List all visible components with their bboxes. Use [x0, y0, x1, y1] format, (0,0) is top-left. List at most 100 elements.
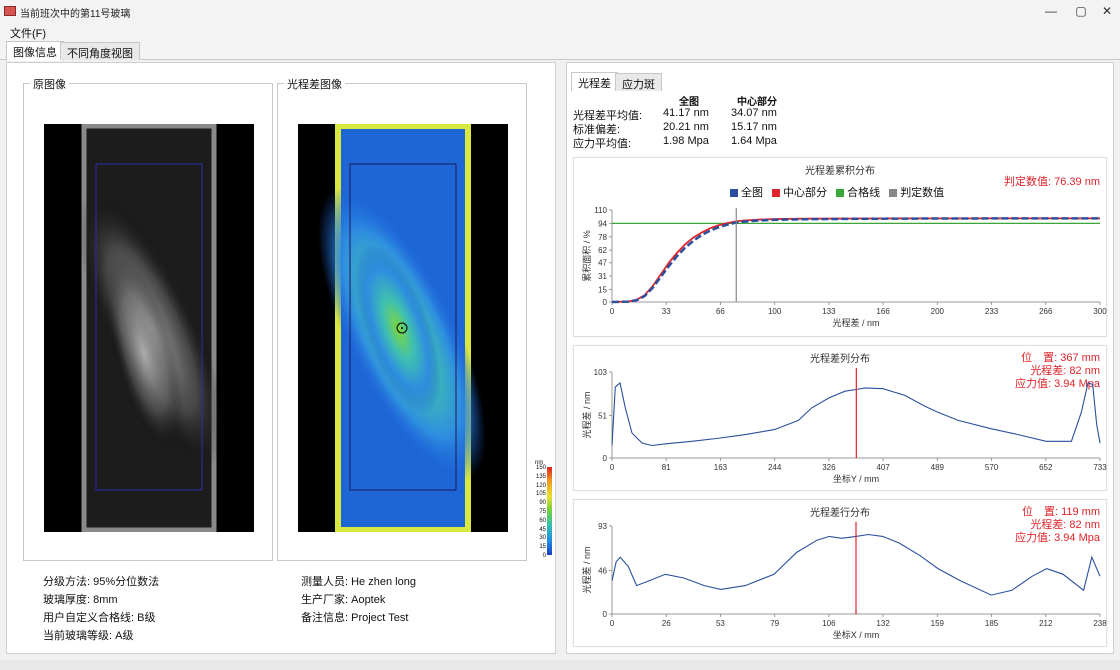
colorbar-gradient [547, 467, 552, 555]
restore-button[interactable]: ▢ [1075, 4, 1087, 18]
legend-all: 全图 [741, 187, 763, 199]
opd-image-label: 光程差图像 [284, 76, 345, 92]
legend-judge-swatch [889, 189, 898, 197]
y-tick-label: 103 [594, 368, 608, 377]
x-tick-label: 0 [610, 307, 615, 316]
y-tick-label: 78 [598, 233, 607, 242]
x-tick-label: 212 [1039, 619, 1053, 628]
cumulative-title: 光程差累积分布 [805, 166, 875, 177]
colorbar: nm 150 135 120 105 90 75 60 45 30 15 0 [533, 460, 553, 563]
original-image-graphic [76, 124, 228, 532]
colorbar-tick: 135 [535, 473, 546, 480]
y-tick-label: 110 [594, 206, 607, 215]
stats-label-mean: 光程差平均值: [573, 110, 643, 122]
stats-table: 全图 中心部分 光程差平均值: 41.17 nm 34.07 nm 标准偏差: … [573, 93, 833, 151]
x-tick-label: 66 [716, 307, 725, 316]
stats-header-center: 中心部分 [737, 97, 777, 108]
x-tick-label: 163 [714, 463, 728, 472]
row-note-position: 位 置: 119 mm [1021, 506, 1100, 518]
x-tick-label: 166 [876, 307, 890, 316]
stats-stress-all: 1.98 Mpa [663, 135, 709, 147]
opd-image-graphic [317, 124, 487, 532]
colorbar-tick: 120 [535, 482, 546, 489]
opd-image [298, 124, 508, 532]
minimize-button[interactable]: — [1045, 4, 1057, 18]
app-logo-icon [4, 6, 16, 16]
column-plot: 0 81 163 244 326 407 489 570 652 733 0 51 103 坐标Y / m… [581, 368, 1107, 484]
x-axis-label: 光程差 / nm [832, 317, 879, 328]
x-tick-label: 570 [985, 463, 999, 472]
y-tick-label: 15 [598, 285, 607, 294]
series-center-line [611, 217, 1100, 303]
x-tick-label: 489 [931, 463, 945, 472]
stats-label-stress: 应力平均值: [573, 138, 632, 150]
stats-header-all: 全图 [679, 97, 699, 108]
tab-image-info[interactable]: 图像信息 [6, 41, 64, 61]
title-bar: 当前班次中的第11号玻璃 — ▢ ✕ [0, 0, 1120, 22]
stats-std-all: 20.21 nm [663, 121, 709, 133]
x-tick-label: 185 [985, 619, 999, 628]
colorbar-tick: 30 [539, 535, 546, 542]
y-tick-label: 51 [598, 411, 607, 420]
main-tab-bar: 图像信息 不同角度视图 [0, 40, 1120, 61]
x-tick-label: 79 [770, 619, 779, 628]
image-panel: 原图像 光程差图像 [6, 62, 556, 654]
stats-label-std: 标准偏差: [573, 124, 621, 136]
colorbar-tick: 105 [535, 491, 546, 498]
x-tick-label: 81 [662, 463, 671, 472]
info-thickness: 玻璃厚度: 8mm [43, 594, 118, 606]
tab-opd[interactable]: 光程差 [571, 72, 618, 91]
colorbar-tick: 90 [539, 500, 546, 507]
x-tick-label: 100 [768, 307, 782, 316]
x-tick-label: 0 [610, 619, 615, 628]
stats-stress-center: 1.64 Mpa [731, 135, 777, 147]
legend-pass-swatch [836, 189, 845, 197]
legend-center: 中心部分 [783, 187, 828, 199]
x-tick-label: 106 [822, 619, 836, 628]
stats-mean-all: 41.17 nm [663, 107, 709, 119]
x-tick-label: 733 [1093, 463, 1107, 472]
row-distribution-chart: 光程差行分布 位 置: 119 mm 光程差: 82 nm 应力值: 3.94 … [573, 499, 1107, 647]
row-plot: 0 26 53 79 106 132 159 185 212 238 0 46 93 坐标X / mm 光程… [581, 522, 1107, 640]
x-tick-label: 159 [931, 619, 945, 628]
y-tick-label: 0 [603, 454, 608, 463]
grading-info: 分级方法: 95%分位数法 玻璃厚度: 8mm 用户自定义合格线: B级 当前玻… [43, 573, 159, 645]
column-distribution-chart: 光程差列分布 位 置: 367 mm 光程差: 82 nm 应力值: 3.94 … [573, 345, 1107, 491]
info-grade: 当前玻璃等级: A级 [43, 630, 134, 642]
menu-file[interactable]: 文件(F) [10, 28, 47, 40]
x-axis-label: 坐标Y / mm [833, 473, 879, 484]
analysis-panel: 光程差 应力斑 全图 中心部分 光程差平均值: 41.17 nm 34.07 n… [566, 62, 1114, 654]
close-button[interactable]: ✕ [1101, 4, 1113, 18]
colorbar-tick: 60 [539, 517, 546, 524]
column-note-position: 位 置: 367 mm [1021, 352, 1100, 364]
x-tick-label: 26 [662, 619, 671, 628]
x-tick-label: 238 [1093, 619, 1107, 628]
original-image-group: 原图像 [23, 76, 273, 561]
x-tick-label: 200 [931, 307, 945, 316]
x-tick-label: 407 [876, 463, 890, 472]
x-tick-label: 300 [1093, 307, 1107, 316]
tab-stress-spot[interactable]: 应力斑 [615, 73, 662, 91]
colorbar-unit: nm [535, 460, 544, 466]
opd-image-group: 光程差图像 [277, 76, 527, 561]
cumulative-plot: 0 33 66 100 133 166 200 233 266 300 0 15 31 47 62 78 94 1… [581, 206, 1107, 328]
colorbar-tick: 15 [539, 544, 546, 551]
original-image [44, 124, 254, 532]
info-pass-line: 用户自定义合格线: B级 [43, 612, 156, 624]
status-bar [0, 660, 1120, 670]
row-cursor-note: 位 置: 119 mm 光程差: 82 nm 应力值: 3.94 Mpa [1015, 506, 1100, 545]
colorbar-tick: 45 [539, 526, 546, 533]
y-axis-label: 光程差 / nm [581, 391, 592, 438]
column-profile-line [611, 381, 1101, 447]
cumulative-chart: 光程差累积分布 判定数值: 76.39 nm 全图 中心部分 合格线 判定数值 … [573, 157, 1107, 337]
info-operator: 测量人员: He zhen long [301, 576, 416, 588]
cumulative-legend: 全图 中心部分 合格线 判定数值 [724, 184, 944, 200]
y-tick-label: 0 [603, 610, 608, 619]
row-profile-line [611, 533, 1101, 596]
judge-value-note: 判定数值: 76.39 nm [1004, 176, 1100, 188]
tab-angle-views[interactable]: 不同角度视图 [60, 42, 140, 60]
y-axis-label: 光程差 / nm [581, 546, 592, 593]
legend-pass: 合格线 [847, 187, 881, 199]
x-tick-label: 132 [876, 619, 890, 628]
legend-judge: 判定数值 [900, 187, 945, 199]
